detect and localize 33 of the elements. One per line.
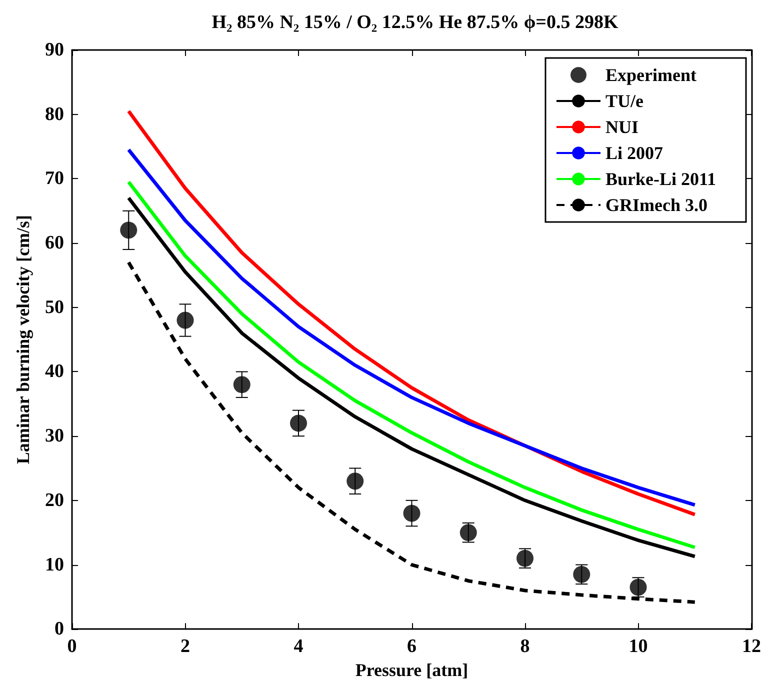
- x-tick-label: 6: [407, 636, 416, 658]
- x-tick-label: 0: [67, 636, 77, 658]
- point: [403, 504, 420, 522]
- legend-label: Burke-Li 2011: [605, 169, 716, 189]
- legend-label: Experiment: [605, 65, 696, 85]
- y-tick-label: 0: [54, 618, 64, 640]
- y-tick-label: 10: [45, 554, 64, 576]
- x-tick-label: 8: [520, 636, 530, 658]
- y-tick-label: 60: [45, 232, 64, 254]
- y-tick-label: 80: [45, 104, 64, 125]
- chart-title: H₂ 85% N₂ 15% / O₂ 12.5% He 87.5% ϕ=0.5 298K: [212, 12, 618, 33]
- point: [233, 376, 250, 394]
- y-tick-label: 70: [45, 168, 64, 190]
- y-tick-label: 40: [45, 361, 64, 382]
- y-tick-label: 50: [45, 296, 64, 318]
- point: [176, 312, 194, 329]
- x-axis-title: Pressure [atm]: [355, 660, 468, 680]
- legend-label: Li 2007: [605, 143, 663, 163]
- legend-label: TU/e: [605, 91, 644, 111]
- y-tick-label: 20: [45, 490, 64, 511]
- line-series: [126, 260, 697, 604]
- x-tick-label: 12: [742, 636, 761, 658]
- point: [290, 414, 307, 432]
- y-tick-label: 90: [45, 40, 64, 60]
- x-tick-label: 4: [294, 636, 304, 658]
- x-tick-label: 10: [628, 636, 648, 658]
- point: [120, 222, 138, 239]
- y-axis-title: Laminar burning velocity [cm/s]: [13, 214, 33, 464]
- y-tick-label: 30: [45, 426, 64, 447]
- legend-label: NUI: [605, 117, 638, 137]
- point: [346, 472, 364, 490]
- x-tick-label: 2: [180, 636, 190, 658]
- legend-label: GRImech 3.0: [605, 195, 708, 215]
